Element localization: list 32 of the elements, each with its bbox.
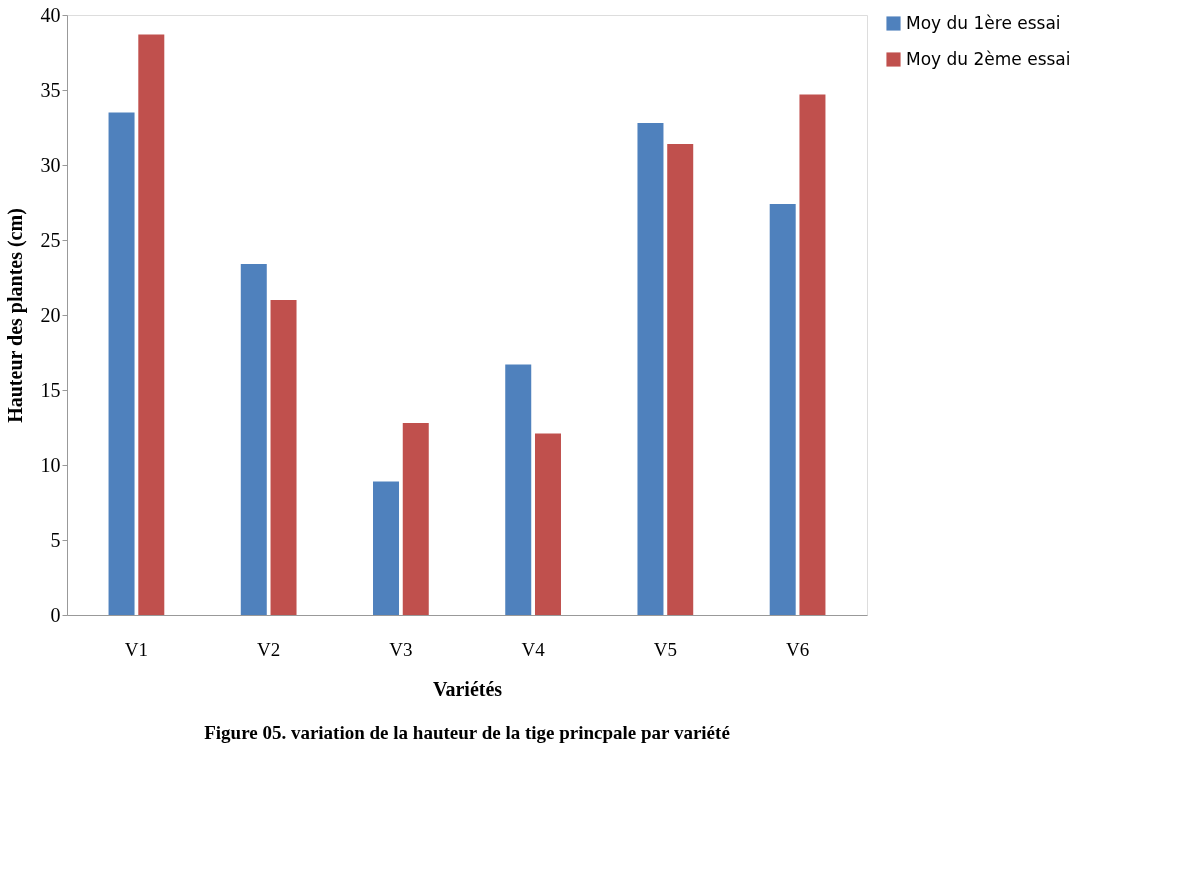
x-tick-label: V2 [257,638,281,660]
legend-label: Moy du 2ème essai [906,48,1071,69]
x-tick-label: V6 [785,638,810,660]
bar [799,94,826,615]
x-tick-label: V3 [389,638,413,660]
y-tick-label: 10 [40,453,61,476]
y-tick-label: 15 [40,378,61,401]
bar [505,364,532,615]
x-tick-label: V4 [521,638,546,660]
y-axis-title: Hauteur des plantes (cm) [3,208,27,423]
x-tick-label: V5 [653,638,677,660]
bar [108,112,135,615]
bar [667,144,694,615]
y-tick-label: 25 [40,228,61,251]
y-tick-label: 0 [50,603,61,626]
y-tick-label: 5 [50,528,61,551]
bar [240,264,267,615]
y-tick-label: 20 [40,303,61,326]
text: Figure 05. variation de la hauteur de la tige princpale par variété [204,722,730,743]
legend-label: Moy du 1ère essai [906,12,1061,33]
bar [138,34,165,615]
x-axis-title: Variétés [432,677,503,700]
bar [373,481,400,615]
y-tick-label: 40 [40,3,61,26]
bar [769,204,796,615]
bar [534,433,561,615]
y-tick-label: 30 [40,153,61,176]
bar [402,423,429,615]
bar [270,300,297,615]
x-tick-label: V1 [124,638,149,660]
y-tick-label: 35 [40,78,61,101]
bar [637,123,664,615]
